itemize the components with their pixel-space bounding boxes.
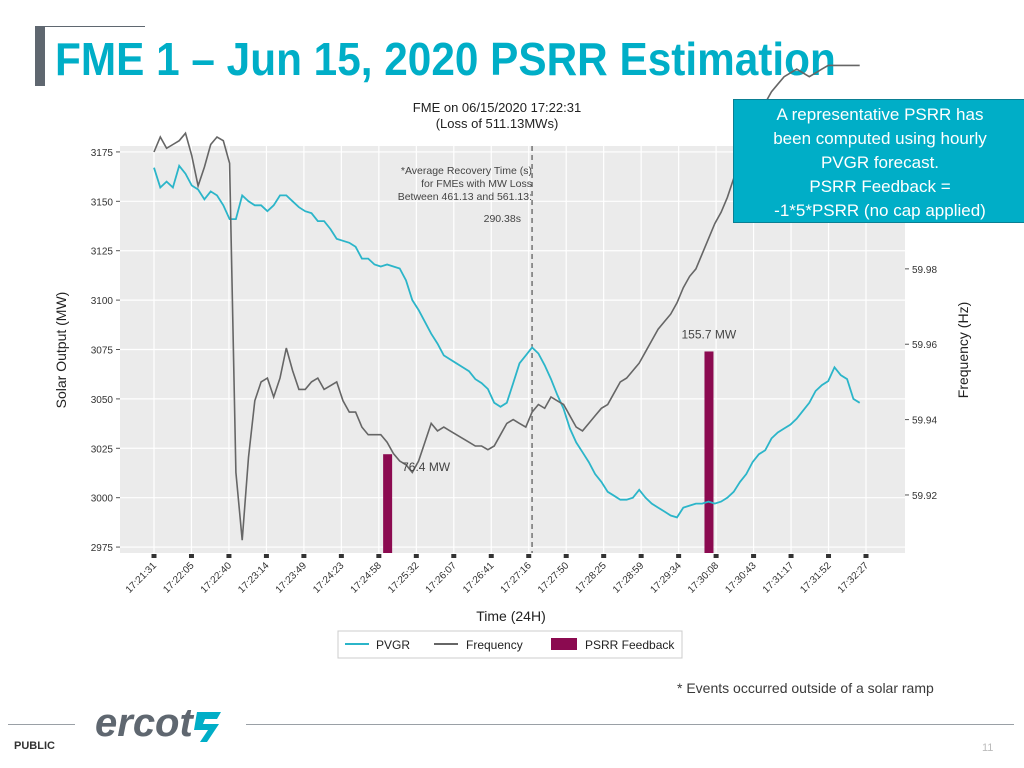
x-tick-label-0: 17:21:31 xyxy=(124,560,160,596)
page-number: 11 xyxy=(982,742,994,754)
psrr-bar-label-1: 155.7 MW xyxy=(681,327,736,341)
recovery-annotation-value: 290.38s xyxy=(484,213,521,225)
recovery-annotation-line-1: *Average Recovery Time (s) xyxy=(401,165,532,177)
x-tick-mark-3 xyxy=(263,554,269,558)
series-line-pvgr xyxy=(153,163,861,519)
grid-lines xyxy=(120,146,905,553)
psrr-callout-box: A representative PSRR has been computed … xyxy=(733,99,1024,223)
chart-title-line-2: (Loss of 511.13MWs) xyxy=(436,116,559,131)
chart-legend: PVGR Frequency PSRR Feedback xyxy=(337,630,683,659)
x-tick-mark-11 xyxy=(563,554,569,558)
legend-label-pvgr: PVGR xyxy=(376,638,410,652)
recovery-annotation-line-2: for FMEs with MW Loss xyxy=(421,178,532,190)
x-tick-label-15: 17:30:08 xyxy=(686,560,722,596)
y2-tick-label-59.96: 59.96 xyxy=(912,340,937,351)
chart-title-line-1: FME on 06/15/2020 17:22:31 xyxy=(413,100,581,115)
title-accent-bar xyxy=(35,26,45,86)
x-tick-mark-0 xyxy=(151,554,157,558)
x-tick-mark-15 xyxy=(713,554,719,558)
x-tick-label-3: 17:23:14 xyxy=(236,560,272,596)
x-tick-mark-6 xyxy=(376,554,382,558)
psrr-bars xyxy=(383,351,714,553)
x-tick-mark-8 xyxy=(451,554,457,558)
title-accent-rule xyxy=(45,26,145,27)
y-axis-label: Solar Output (MW) xyxy=(53,292,69,409)
footer-rule-left xyxy=(8,724,75,725)
x-tick-label-18: 17:31:52 xyxy=(798,560,834,596)
legend-box xyxy=(337,630,683,659)
x-tick-label-12: 17:28:25 xyxy=(573,560,609,596)
x-tick-label-11: 17:27:50 xyxy=(536,560,572,596)
x-tick-label-5: 17:24:23 xyxy=(311,560,347,596)
x-tick-mark-1 xyxy=(188,554,194,558)
classification-label: PUBLIC xyxy=(14,740,55,752)
x-tick-label-6: 17:24:58 xyxy=(349,560,385,596)
y2-tick-label-59.92: 59.92 xyxy=(912,491,937,502)
y-tick-label-3100: 3100 xyxy=(91,296,114,307)
callout-line-5: -1*5*PSRR (no cap applied) xyxy=(774,201,986,220)
x-tick-mark-18 xyxy=(826,554,832,558)
ercot-logo: ercot xyxy=(95,701,221,745)
x-tick-mark-16 xyxy=(751,554,757,558)
callout-line-1: A representative PSRR has xyxy=(776,105,984,124)
x-tick-label-2: 17:22:40 xyxy=(199,560,235,596)
y-tick-label-3050: 3050 xyxy=(91,395,114,406)
y-axis-ticks: 2975 3000 3025 3050 3075 3100 3125 3150 3175 xyxy=(91,148,120,554)
x-tick-label-1: 17:22:05 xyxy=(161,560,197,596)
callout-line-3: PVGR forecast. xyxy=(820,153,940,172)
x-tick-mark-9 xyxy=(488,554,494,558)
x-axis-label: Time (24H) xyxy=(476,608,546,624)
recovery-annotation-line-3: Between 461.13 and 561.13: xyxy=(398,191,532,203)
x-tick-label-16: 17:30:43 xyxy=(723,560,759,596)
x-tick-mark-2 xyxy=(226,554,232,558)
x-tick-label-4: 17:23:49 xyxy=(274,560,310,596)
ercot-logo-mark-icon xyxy=(194,712,221,742)
legend-swatch-psrr xyxy=(551,638,577,650)
legend-label-frequency: Frequency xyxy=(466,638,523,652)
x-tick-label-9: 17:26:41 xyxy=(461,560,497,596)
x-tick-mark-13 xyxy=(638,554,644,558)
y-tick-label-3175: 3175 xyxy=(91,148,114,159)
x-tick-label-14: 17:29:34 xyxy=(648,560,684,596)
psrr-bar-0 xyxy=(383,454,393,553)
y-tick-label-3025: 3025 xyxy=(91,444,114,455)
x-axis-ticks: 17:21:31 17:22:05 17:22:40 17:23:14 17:23:49… xyxy=(124,554,872,596)
y-tick-label-3150: 3150 xyxy=(91,197,114,208)
y2-tick-label-59.98: 59.98 xyxy=(912,265,937,276)
y2-tick-label-59.94: 59.94 xyxy=(912,416,937,427)
x-tick-label-8: 17:26:07 xyxy=(424,560,460,596)
footer-rule-right xyxy=(246,724,1014,725)
x-tick-mark-5 xyxy=(338,554,344,558)
x-tick-mark-14 xyxy=(676,554,682,558)
y-tick-label-2975: 2975 xyxy=(91,543,114,554)
psrr-bar-1 xyxy=(704,351,714,553)
x-tick-mark-17 xyxy=(788,554,794,558)
y-tick-label-3075: 3075 xyxy=(91,346,114,357)
callout-line-4: PSRR Feedback = xyxy=(809,177,951,196)
legend-label-psrr: PSRR Feedback xyxy=(585,638,675,652)
page-title: FME 1 – Jun 15, 2020 PSRR Estimation xyxy=(55,33,836,85)
bar-data-labels: 76.4 MW 155.7 MW xyxy=(402,327,737,474)
y2-axis-label: Frequency (Hz) xyxy=(955,302,971,398)
x-tick-mark-19 xyxy=(863,554,869,558)
footnote: * Events occurred outside of a solar ram… xyxy=(677,680,934,696)
ercot-logo-wordmark: ercot xyxy=(95,701,194,745)
x-tick-mark-7 xyxy=(413,554,419,558)
callout-line-2: been computed using hourly xyxy=(773,129,987,148)
y-tick-label-3125: 3125 xyxy=(91,247,114,258)
y-tick-label-3000: 3000 xyxy=(91,494,114,505)
x-tick-mark-10 xyxy=(526,554,532,558)
x-tick-label-7: 17:25:32 xyxy=(386,560,422,596)
x-tick-mark-4 xyxy=(301,554,307,558)
x-tick-label-10: 17:27:16 xyxy=(499,560,535,596)
x-tick-label-19: 17:32:27 xyxy=(836,560,872,596)
x-tick-mark-12 xyxy=(601,554,607,558)
psrr-bar-label-0: 76.4 MW xyxy=(402,460,451,474)
x-tick-label-13: 17:28:59 xyxy=(611,560,647,596)
x-tick-label-17: 17:31:17 xyxy=(761,560,797,596)
